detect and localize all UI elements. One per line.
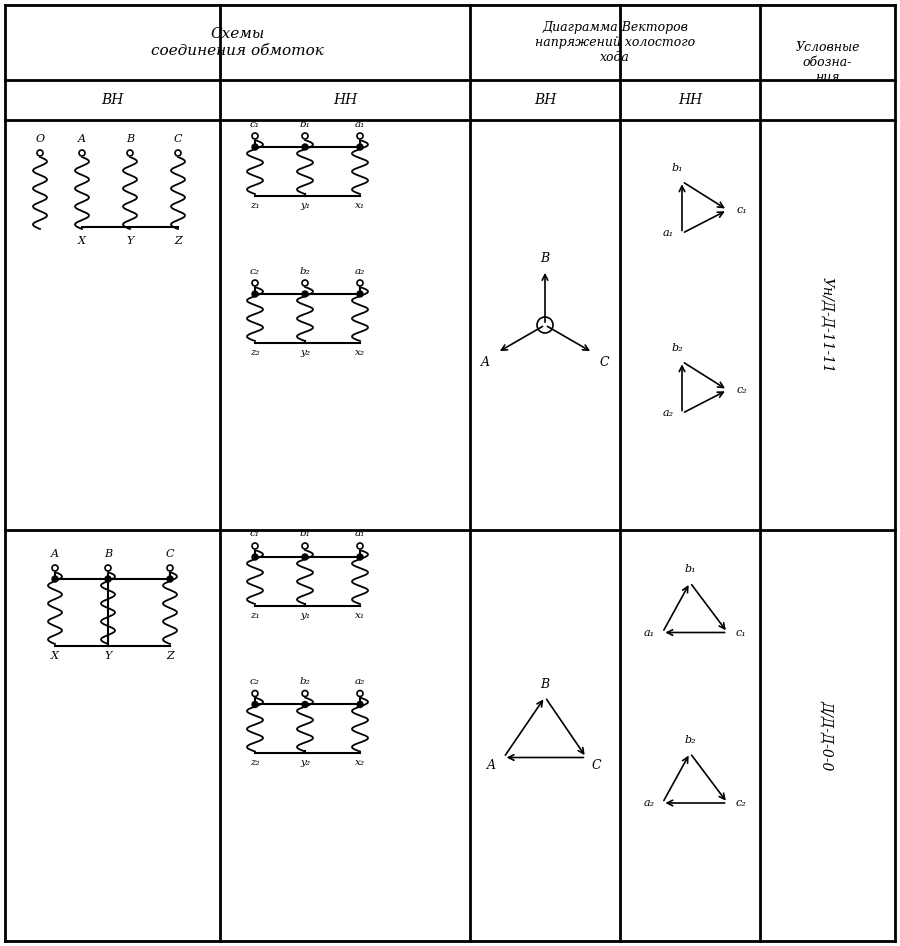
Text: ВН: ВН bbox=[534, 93, 556, 107]
Circle shape bbox=[302, 702, 308, 708]
Circle shape bbox=[127, 150, 133, 156]
Circle shape bbox=[302, 280, 308, 286]
Text: A: A bbox=[78, 134, 86, 144]
Text: c₁: c₁ bbox=[735, 627, 746, 638]
Text: C: C bbox=[174, 134, 182, 144]
Text: a₁: a₁ bbox=[662, 228, 673, 238]
Text: Z: Z bbox=[166, 651, 174, 661]
Circle shape bbox=[252, 543, 258, 549]
Text: x₁: x₁ bbox=[355, 201, 365, 209]
Text: b₁: b₁ bbox=[684, 565, 696, 574]
Text: a₁: a₁ bbox=[355, 530, 365, 538]
Text: X: X bbox=[78, 236, 86, 246]
Circle shape bbox=[175, 150, 181, 156]
Circle shape bbox=[302, 543, 308, 549]
Circle shape bbox=[302, 554, 308, 560]
Text: a₂: a₂ bbox=[644, 798, 655, 808]
Text: z₁: z₁ bbox=[250, 201, 260, 209]
Text: c₁: c₁ bbox=[736, 205, 747, 215]
Text: y₁: y₁ bbox=[300, 610, 310, 620]
Circle shape bbox=[52, 576, 58, 582]
Text: b₂: b₂ bbox=[684, 735, 696, 745]
Circle shape bbox=[357, 702, 363, 708]
Circle shape bbox=[167, 565, 173, 571]
Text: A: A bbox=[487, 759, 496, 772]
Text: c₂: c₂ bbox=[735, 798, 746, 808]
Text: A: A bbox=[51, 549, 59, 559]
Text: НН: НН bbox=[678, 93, 702, 107]
Circle shape bbox=[357, 291, 363, 297]
Text: A: A bbox=[481, 356, 490, 369]
Text: Ун/Д-Д-11-11: Ун/Д-Д-11-11 bbox=[821, 277, 834, 373]
Text: b₁: b₁ bbox=[300, 530, 310, 538]
Text: a₁: a₁ bbox=[355, 119, 365, 129]
Text: b₁: b₁ bbox=[671, 164, 683, 173]
Text: B: B bbox=[540, 252, 550, 265]
Text: a₂: a₂ bbox=[355, 267, 365, 275]
Circle shape bbox=[252, 702, 258, 708]
Text: Диаграмма Векторов
напряжений холостого
хода: Диаграмма Векторов напряжений холостого … bbox=[535, 21, 695, 64]
Text: B: B bbox=[540, 677, 550, 691]
Circle shape bbox=[252, 144, 258, 150]
Text: Д/Д-Д-0-0: Д/Д-Д-0-0 bbox=[821, 700, 834, 771]
Text: Y: Y bbox=[104, 651, 112, 661]
Text: B: B bbox=[126, 134, 134, 144]
Circle shape bbox=[302, 133, 308, 139]
Circle shape bbox=[167, 576, 173, 582]
Circle shape bbox=[105, 576, 111, 582]
Text: a₂: a₂ bbox=[662, 409, 673, 418]
Text: X: X bbox=[51, 651, 59, 661]
Text: b₂: b₂ bbox=[671, 343, 683, 354]
Text: a₂: a₂ bbox=[355, 677, 365, 686]
Circle shape bbox=[357, 543, 363, 549]
Text: z₂: z₂ bbox=[250, 758, 260, 767]
Circle shape bbox=[357, 280, 363, 286]
Text: z₂: z₂ bbox=[250, 347, 260, 357]
Circle shape bbox=[79, 150, 85, 156]
Circle shape bbox=[252, 291, 258, 297]
Circle shape bbox=[252, 280, 258, 286]
Text: C: C bbox=[166, 549, 175, 559]
Text: Y: Y bbox=[126, 236, 134, 246]
Circle shape bbox=[252, 554, 258, 560]
Circle shape bbox=[357, 133, 363, 139]
Text: C: C bbox=[599, 356, 609, 369]
Circle shape bbox=[357, 554, 363, 560]
Circle shape bbox=[252, 133, 258, 139]
Text: C: C bbox=[591, 759, 601, 772]
Circle shape bbox=[357, 144, 363, 150]
Text: B: B bbox=[104, 549, 112, 559]
Circle shape bbox=[37, 150, 43, 156]
Text: Условные
обозна-
ния: Условные обозна- ния bbox=[796, 41, 860, 84]
Circle shape bbox=[252, 691, 258, 696]
Text: Схемы
соединения обмоток: Схемы соединения обмоток bbox=[151, 27, 324, 58]
Circle shape bbox=[302, 691, 308, 696]
Text: b₂: b₂ bbox=[300, 267, 310, 275]
Text: b₂: b₂ bbox=[300, 677, 310, 686]
Text: c₂: c₂ bbox=[250, 267, 260, 275]
Text: a₁: a₁ bbox=[644, 627, 655, 638]
Text: Z: Z bbox=[174, 236, 182, 246]
Text: x₂: x₂ bbox=[355, 347, 365, 357]
Text: НН: НН bbox=[333, 93, 357, 107]
Text: c₂: c₂ bbox=[736, 385, 747, 395]
Text: b₁: b₁ bbox=[300, 119, 310, 129]
Text: x₂: x₂ bbox=[355, 758, 365, 767]
Text: ВН: ВН bbox=[102, 93, 123, 107]
Circle shape bbox=[302, 291, 308, 297]
Text: y₁: y₁ bbox=[300, 201, 310, 209]
Text: c₂: c₂ bbox=[250, 677, 260, 686]
Circle shape bbox=[357, 691, 363, 696]
Text: z₁: z₁ bbox=[250, 610, 260, 620]
Text: x₁: x₁ bbox=[355, 610, 365, 620]
Text: y₂: y₂ bbox=[300, 347, 310, 357]
Text: O: O bbox=[35, 134, 45, 144]
Circle shape bbox=[105, 565, 111, 571]
Text: y₂: y₂ bbox=[300, 758, 310, 767]
Circle shape bbox=[302, 144, 308, 150]
Text: c₁: c₁ bbox=[250, 119, 260, 129]
Text: c₁: c₁ bbox=[250, 530, 260, 538]
Circle shape bbox=[52, 565, 58, 571]
